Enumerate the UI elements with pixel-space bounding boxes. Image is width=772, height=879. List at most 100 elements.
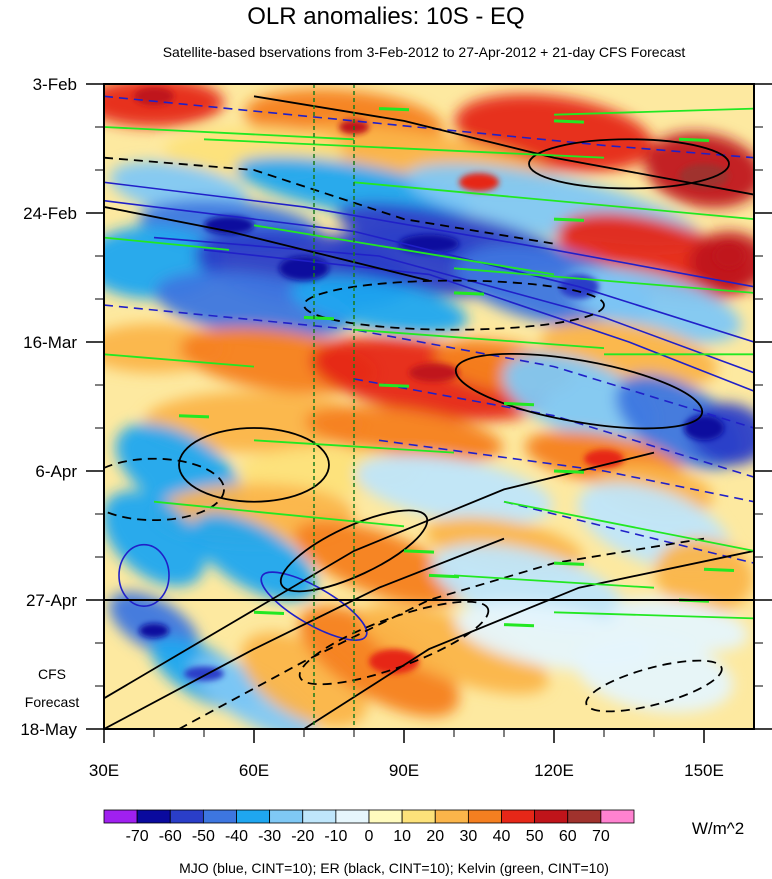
anomaly-core (399, 234, 459, 253)
y-tick-label: 18-May (20, 720, 77, 739)
y-tick-label: 27-Apr (26, 591, 77, 610)
anomaly-patch (355, 454, 553, 525)
mjo-contour (203, 249, 754, 392)
anomaly-patch (104, 490, 206, 587)
colorbar-label: 30 (459, 828, 477, 845)
kelvin-contour (104, 126, 355, 141)
x-tick-label: 60E (239, 761, 269, 780)
x-tick-label: 30E (89, 761, 119, 780)
er-contour (104, 206, 430, 282)
colorbar-swatch (136, 809, 171, 824)
er-contour (178, 537, 705, 729)
kelvin-contour (553, 119, 585, 124)
colorbar-swatch (534, 809, 569, 824)
kelvin-contour (353, 328, 605, 349)
kelvin-contour (403, 549, 435, 554)
anomaly-patch (359, 604, 549, 694)
colorbar-label: 10 (393, 828, 411, 845)
kelvin-contour (703, 567, 735, 572)
colorbar-swatch (269, 809, 304, 824)
colorbar-swatch (600, 809, 635, 824)
colorbar-label: 70 (592, 828, 610, 845)
er-contour (585, 659, 723, 713)
plot-frame (103, 83, 755, 730)
kelvin-contour (453, 574, 655, 589)
cfs-label-line2: Forecast (25, 694, 80, 710)
colorbar-label: -40 (225, 828, 248, 845)
anomaly-patch (502, 353, 656, 442)
kelvin-contour (303, 315, 335, 321)
mjo-contour (104, 181, 754, 288)
mjo-contour (260, 571, 368, 641)
mjo-contour (353, 378, 754, 478)
y-tick-label: 3-Feb (33, 75, 77, 94)
kelvin-contour (503, 500, 754, 552)
y-tick-label: 24-Feb (23, 204, 77, 223)
x-tick-label: 90E (389, 761, 419, 780)
filtered-contours (104, 95, 754, 729)
colorbar-label: -60 (159, 828, 182, 845)
colorbar-label: -10 (324, 828, 347, 845)
colorbar-label: 0 (365, 828, 374, 845)
kelvin-contour (253, 610, 285, 615)
anomaly-core (204, 216, 254, 235)
er-contour (528, 138, 730, 190)
reference-longitude-lines (313, 84, 355, 729)
colorbar-swatch (567, 809, 602, 824)
anomaly-patch (235, 156, 473, 221)
chart-title: OLR anomalies: 10S - EQ (247, 3, 524, 30)
anomaly-core (369, 649, 419, 674)
x-tick-label: 150E (684, 761, 724, 780)
er-contour (178, 427, 330, 503)
colorbar-swatch (335, 809, 370, 824)
anomaly-core (409, 363, 459, 382)
colorbar: -70 -60 -50 -40 -30 -20 -10 0 10 20 30 40 50 60 70 (103, 809, 635, 845)
colorbar-swatch (401, 809, 436, 824)
colorbar-label: -30 (258, 828, 281, 845)
mjo-contour (104, 304, 754, 429)
kelvin-contour (453, 291, 485, 296)
er-contour (298, 600, 490, 686)
colorbar-label: 50 (526, 828, 544, 845)
colorbar-swatch (434, 809, 469, 824)
er-contour (279, 509, 429, 593)
anomaly-patch (192, 657, 316, 729)
kelvin-contour (178, 414, 210, 419)
anomaly-core (139, 623, 169, 639)
x-axis: 30E 60E 90E 120E 150E (89, 729, 724, 780)
cfs-label-line1: CFS (38, 666, 66, 682)
kelvin-contour (253, 439, 455, 454)
plot-area (104, 84, 754, 729)
kelvin-contour (503, 623, 535, 628)
kelvin-contour (104, 353, 255, 368)
anomaly-patch (293, 520, 465, 606)
er-contour (104, 451, 655, 700)
kelvin-contour (253, 224, 555, 276)
kelvin-contour (378, 107, 410, 112)
kelvin-contour (378, 383, 410, 388)
kelvin-contour (553, 217, 585, 222)
er-contour (104, 156, 555, 245)
er-contour (303, 279, 605, 331)
anomaly-patch (574, 634, 734, 713)
anomaly-core (714, 243, 744, 269)
colorbar-swatch (202, 809, 237, 824)
kelvin-contour (678, 137, 710, 142)
kelvin-contour (453, 267, 754, 294)
mjo-contour (118, 543, 170, 607)
mjo-contour (104, 199, 754, 343)
colorbar-label: -70 (126, 828, 149, 845)
y-axis: 3-Feb 24-Feb 16-Mar 6-Apr 27-Apr 18-May (20, 75, 772, 739)
colorbar-label: 60 (559, 828, 577, 845)
kelvin-contour (553, 611, 754, 620)
kelvin-contour (553, 107, 754, 116)
colorbar-swatch (467, 809, 502, 824)
colorbar-swatch (169, 809, 204, 824)
colorbar-swatch (368, 809, 403, 824)
colorbar-swatch (236, 809, 271, 824)
colorbar-swatch (501, 809, 536, 824)
anomaly-core (134, 87, 174, 106)
kelvin-contour (104, 236, 230, 251)
anomaly-core (684, 415, 724, 441)
mjo-contour (503, 500, 754, 564)
